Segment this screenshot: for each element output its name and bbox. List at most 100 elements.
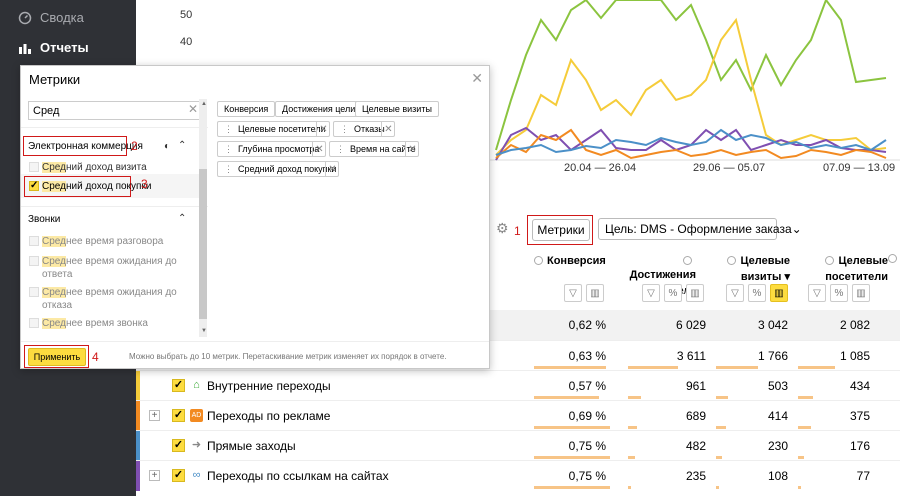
row-checkbox[interactable]: ✓ xyxy=(172,439,185,452)
help-icon[interactable] xyxy=(534,256,543,265)
table-row[interactable]: 0,63 % 3 611 1 766 1 085 xyxy=(136,340,900,371)
series-line-orange xyxy=(495,128,887,160)
metric-search-input[interactable] xyxy=(28,101,201,120)
scroll-up-icon[interactable]: ▲ xyxy=(201,101,207,107)
checkbox xyxy=(29,256,39,266)
table-row[interactable]: ✓ ➜ Прямые заходы 0,75 % 482 230 176 xyxy=(136,430,900,461)
selected-metric-chip[interactable]: Целевые визиты xyxy=(355,101,439,117)
selected-metric-chip[interactable]: ⋮ Время на сайте ✕ xyxy=(329,141,419,157)
total-cell: 0,62 % xyxy=(568,318,606,332)
help-icon[interactable] xyxy=(727,256,737,265)
sidebar-item-svodka[interactable]: Сводка xyxy=(18,10,84,25)
row-cell: 0,75 % xyxy=(568,439,606,453)
bars-icon[interactable]: ▥ xyxy=(852,284,870,302)
row-checkbox[interactable]: ✓ xyxy=(172,469,185,482)
row-cell: 77 xyxy=(856,469,870,483)
row-cell: 1 766 xyxy=(757,349,788,363)
value-bar xyxy=(798,366,835,369)
filter-icon[interactable]: ▽ xyxy=(642,284,660,302)
row-color-marker xyxy=(136,431,140,461)
bars-icon[interactable]: ▥ xyxy=(770,284,788,302)
percent-icon[interactable]: % xyxy=(748,284,766,302)
row-name[interactable]: Переходы по ссылкам на сайтах xyxy=(207,469,389,483)
category-calls[interactable]: Звонки xyxy=(28,214,61,225)
percent-icon[interactable]: % xyxy=(830,284,848,302)
metric-option[interactable]: Среднее время звонка xyxy=(42,318,148,329)
help-icon[interactable] xyxy=(683,256,692,265)
metric-option[interactable]: Средний доход визита xyxy=(42,162,147,173)
metrics-button[interactable]: Метрики xyxy=(532,219,590,241)
row-cell: 1 085 xyxy=(839,349,870,363)
scrollbar-thumb[interactable] xyxy=(199,169,207,319)
selected-metric-chip[interactable]: ⋮ Глубина просмотра ✕ xyxy=(217,141,326,157)
close-icon[interactable]: ✕ xyxy=(471,70,483,86)
drag-handle-icon: ⋮ xyxy=(340,123,349,134)
category-ecommerce[interactable]: Электронная коммерция xyxy=(28,141,143,152)
filter-icon[interactable]: ▽ xyxy=(564,284,582,302)
help-icon[interactable] xyxy=(825,256,835,265)
filter-icon[interactable]: ▽ xyxy=(808,284,826,302)
value-bar xyxy=(716,456,722,459)
row-checkbox[interactable]: ✓ xyxy=(172,409,185,422)
apply-button[interactable]: Применить xyxy=(28,348,86,366)
row-cell: 176 xyxy=(849,439,870,453)
gear-icon[interactable]: ⚙ xyxy=(496,220,509,236)
row-checkbox[interactable]: ✓ xyxy=(172,379,185,392)
row-color-marker xyxy=(136,371,140,401)
expand-icon[interactable]: + xyxy=(149,470,160,481)
checkbox[interactable] xyxy=(29,162,39,172)
row-cell: 230 xyxy=(767,439,788,453)
column-header-goal-visitors[interactable]: Целевые посетители xyxy=(825,255,888,283)
annotation-mark: 1 xyxy=(514,224,521,238)
selected-metric-chip[interactable]: ⋮ Целевые посетители ✕ xyxy=(217,121,330,137)
value-bar xyxy=(534,396,599,399)
chevron-up-icon[interactable]: ⌃ xyxy=(178,140,187,151)
home-icon: ⌂ xyxy=(193,379,200,391)
expand-icon[interactable]: + xyxy=(149,410,160,421)
scrollbar[interactable] xyxy=(199,99,207,337)
x-tick-label: 07.09 — 13.09 xyxy=(823,162,896,174)
checkbox-checked[interactable]: ✓ xyxy=(29,180,39,191)
bars-icon[interactable]: ▥ xyxy=(586,284,604,302)
sidebar-item-otchety[interactable]: Отчеты xyxy=(18,40,89,55)
column-tools: ▽ % ▥ xyxy=(642,284,704,302)
highlight-frame xyxy=(527,215,593,245)
metric-option[interactable]: Средний доход покупки xyxy=(42,181,152,192)
help-icon[interactable] xyxy=(888,254,897,263)
checkbox xyxy=(29,318,39,328)
remove-icon[interactable]: ✕ xyxy=(381,121,395,137)
selected-metric-chip[interactable]: Конверсия xyxy=(217,101,276,117)
percent-icon[interactable]: % xyxy=(664,284,682,302)
column-header-goal-visits[interactable]: Целевые визиты ▾ xyxy=(723,254,790,284)
row-name[interactable]: Внутренние переходы xyxy=(207,379,331,393)
checkbox xyxy=(29,236,39,246)
goal-select[interactable]: Цель: DMS - Оформление заказа ⌄ xyxy=(598,218,802,240)
remove-icon[interactable]: ✕ xyxy=(312,141,326,157)
row-color-marker xyxy=(136,401,140,431)
remove-icon[interactable]: ✕ xyxy=(405,141,419,157)
table-row[interactable]: ✓ ⌂ Внутренние переходы 0,57 % 961 503 434 xyxy=(136,370,900,401)
selected-metric-chip[interactable]: ⋮ Средний доход покупки ✕ xyxy=(217,161,339,177)
column-header-conversion[interactable]: Конверсия xyxy=(534,254,606,268)
filter-icon[interactable]: ▽ xyxy=(726,284,744,302)
remove-icon[interactable]: ✕ xyxy=(316,121,330,137)
metric-option[interactable]: Среднее время ожидания до ответа xyxy=(42,256,177,280)
clear-icon[interactable]: ✕ xyxy=(188,102,199,116)
table-row[interactable]: + ✓ ∞ Переходы по ссылкам на сайтах 0,75 % 23… xyxy=(136,460,900,491)
row-color-marker xyxy=(136,461,140,491)
series-line-yellow xyxy=(495,17,887,156)
remove-icon[interactable]: ✕ xyxy=(325,161,339,177)
scroll-down-icon[interactable]: ▼ xyxy=(201,328,207,334)
chevron-up-icon[interactable]: ⌃ xyxy=(178,213,187,224)
selected-metric-chip[interactable]: ⋮ Отказы ✕ xyxy=(333,121,395,137)
half-circle-icon[interactable]: ◐ xyxy=(164,141,171,152)
metric-option[interactable]: Среднее время разговора xyxy=(42,236,164,247)
table-row[interactable]: + ✓ AD Переходы по рекламе 0,69 % 689 414 375 xyxy=(136,400,900,431)
metric-option[interactable]: Среднее время ожидания до отказа xyxy=(42,287,177,311)
value-bar xyxy=(534,366,606,369)
row-name[interactable]: Переходы по рекламе xyxy=(207,409,331,423)
drag-handle-icon: ⋮ xyxy=(336,143,345,154)
bars-icon[interactable]: ▥ xyxy=(686,284,704,302)
row-name[interactable]: Прямые заходы xyxy=(207,439,296,453)
selected-metric-chip[interactable]: Достижения цели xyxy=(275,101,363,117)
